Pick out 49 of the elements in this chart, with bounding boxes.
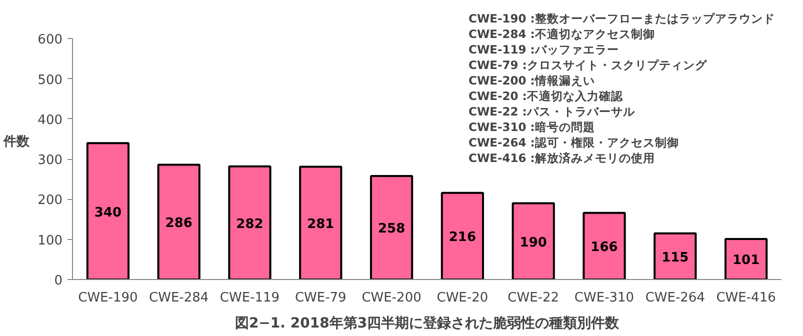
data-label: 340 — [94, 205, 122, 220]
bar — [86, 142, 130, 280]
y-tick-label: 600 — [38, 32, 63, 48]
bar — [512, 202, 555, 280]
y-tick-label: 400 — [38, 112, 63, 128]
data-label: 166 — [590, 240, 618, 256]
data-label: 101 — [732, 253, 760, 268]
bar — [228, 165, 272, 280]
data-label: 281 — [307, 217, 334, 232]
data-label: 282 — [236, 216, 264, 232]
data-label: 286 — [165, 216, 192, 232]
x-tick-label: CWE-416 — [716, 290, 776, 306]
annotation: CWE-20 :不適切な入力確認 — [468, 89, 624, 103]
x-tick-label: CWE-119 — [220, 290, 280, 306]
annotation: CWE-119 :バッファエラー — [468, 42, 619, 56]
y-tick-label: 300 — [38, 153, 63, 168]
bar — [299, 166, 342, 280]
data-label: 216 — [448, 230, 476, 246]
annotation: CWE-310 :暗号の問題 — [468, 120, 595, 134]
y-tick-label: 200 — [38, 193, 63, 208]
y-tick-label: 100 — [38, 233, 63, 248]
x-tick-label: CWE-20 — [436, 290, 488, 306]
x-tick-label: CWE-284 — [149, 290, 209, 306]
bar — [654, 232, 697, 280]
x-tick-label: CWE-22 — [508, 290, 560, 306]
x-tick-label: CWE-264 — [645, 290, 705, 306]
annotation: CWE-416 :解放済みメモリの使用 — [468, 151, 655, 165]
bar — [724, 238, 768, 280]
bar — [440, 192, 484, 280]
x-tick-label: CWE-190 — [78, 290, 138, 306]
y-axis-title: 件数 — [2, 134, 31, 150]
annotation: CWE-284 :不適切なアクセス制御 — [468, 27, 655, 41]
x-tick-label: CWE-310 — [574, 290, 634, 306]
bar — [157, 164, 200, 280]
annotation: CWE-200 :情報漏えい — [468, 74, 595, 88]
x-tick-label: CWE-79 — [294, 290, 346, 306]
data-label: 115 — [662, 250, 689, 266]
annotation: CWE-264 :認可・権限・アクセス制御 — [468, 136, 679, 150]
data-label: 190 — [520, 235, 547, 250]
text: CWE-190 :整数オーバーフローまたはラップアラウンド — [468, 12, 775, 26]
annotation: CWE-79 :クロスサイト・スクリプティング — [468, 58, 708, 72]
y-tick-label: 0 — [54, 274, 63, 288]
x-tick-label: CWE-200 — [362, 290, 422, 306]
text: 図2−1. 2018年第3四半期に登録された脆弱性の種類別件数 — [234, 316, 620, 332]
annotation: CWE-22 :パス・トラバーサル — [468, 104, 636, 118]
bar — [582, 212, 626, 280]
data-label: 258 — [378, 222, 406, 237]
bar — [370, 174, 414, 280]
y-tick-label: 500 — [38, 72, 63, 88]
